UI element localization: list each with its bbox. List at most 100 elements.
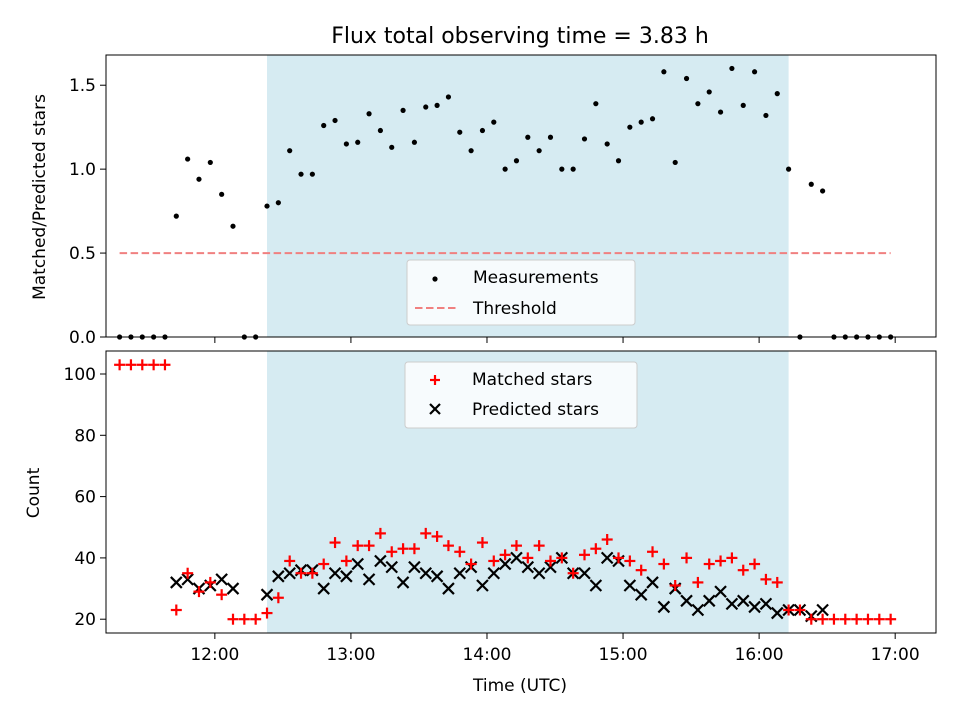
measurement-point xyxy=(593,101,599,107)
matched-star-marker xyxy=(386,546,398,558)
predicted-star-marker xyxy=(600,551,614,565)
matched-star-marker xyxy=(318,558,330,570)
matched-star-marker xyxy=(295,567,307,579)
predicted-star-marker xyxy=(736,594,750,608)
matched-star-marker xyxy=(851,613,863,625)
top-panel: 0.0 0.5 1.0 1.5 Flux total observing time =… xyxy=(30,24,937,348)
measurement-point xyxy=(457,129,463,135)
matched-star-marker xyxy=(465,558,477,570)
measurement-point xyxy=(627,124,633,130)
measurement-point xyxy=(581,136,588,142)
predicted-star-marker xyxy=(578,566,591,580)
predicted-star-marker xyxy=(476,579,489,592)
y-tick-label: 40 xyxy=(74,549,96,569)
measurement-point xyxy=(513,158,520,164)
top-y-ticks: 0.0 0.5 1.0 1.5 xyxy=(69,76,106,348)
measurement-point xyxy=(672,159,678,166)
matched-star-marker xyxy=(408,543,420,555)
measurement-point xyxy=(400,107,406,113)
matched-star-marker xyxy=(839,613,851,625)
predicted-star-marker xyxy=(362,573,376,586)
measurement-point xyxy=(604,141,610,147)
matched-star-marker xyxy=(817,613,829,625)
measurement-point xyxy=(230,223,236,229)
predicted-star-marker xyxy=(260,588,274,601)
y-tick-label: 1.5 xyxy=(69,76,96,96)
matched-star-marker xyxy=(272,592,284,604)
predicted-star-marker xyxy=(396,576,410,589)
measurement-point xyxy=(649,116,656,122)
matched-star-marker xyxy=(783,604,795,616)
matched-star-marker xyxy=(510,540,522,552)
matched-star-marker xyxy=(204,576,216,588)
matched-star-marker xyxy=(431,530,443,542)
x-tick-label: 15:00 xyxy=(599,645,648,665)
matched-star-marker xyxy=(862,613,874,625)
predicted-star-marker xyxy=(646,576,659,589)
predicted-star-marker xyxy=(748,600,761,614)
matched-star-marker xyxy=(828,613,840,625)
matched-star-marker xyxy=(737,564,749,576)
matched-star-marker xyxy=(749,558,761,570)
matched-star-marker xyxy=(885,613,897,625)
measurement-point xyxy=(820,188,826,194)
matched-star-marker xyxy=(148,359,160,371)
matched-star-marker xyxy=(238,613,250,625)
predicted-star-marker xyxy=(181,573,194,586)
legend-matched-marker xyxy=(430,375,440,385)
measurement-point xyxy=(740,102,746,108)
predicted-star-marker xyxy=(226,582,240,595)
x-axis-label: Time (UTC) xyxy=(472,676,567,696)
predicted-star-marker xyxy=(521,560,535,574)
predicted-star-marker xyxy=(317,582,330,595)
matched-star-marker xyxy=(635,564,647,576)
matched-star-marker xyxy=(624,555,636,567)
measurement-point xyxy=(547,134,554,140)
predicted-star-marker xyxy=(442,582,455,595)
legend-predicted-label: Predicted stars xyxy=(472,400,599,420)
bottom-legend: Matched stars Predicted stars xyxy=(404,361,638,429)
matched-star-marker xyxy=(329,537,341,549)
matched-star-marker xyxy=(227,613,239,625)
measurement-point xyxy=(287,148,293,154)
matched-star-marker xyxy=(261,607,273,619)
legend-matched-label: Matched stars xyxy=(472,370,592,390)
matched-star-marker xyxy=(216,589,228,601)
predicted-star-marker xyxy=(340,570,353,583)
measurement-point xyxy=(638,119,644,125)
x-tick-label: 16:00 xyxy=(735,645,784,665)
predicted-star-marker xyxy=(374,554,387,568)
predicted-star-marker xyxy=(725,597,739,611)
measurement-point xyxy=(785,166,792,172)
measurement-point xyxy=(683,75,690,82)
measurement-point xyxy=(695,101,701,107)
y-tick-label: 60 xyxy=(74,488,96,508)
measurement-point xyxy=(411,139,418,145)
measurement-point xyxy=(502,166,508,172)
top-x-ticks xyxy=(214,337,896,343)
predicted-star-marker xyxy=(283,566,296,580)
matched-star-marker xyxy=(544,555,556,567)
predicted-star-marker xyxy=(453,566,467,580)
measurement-point xyxy=(445,94,452,100)
bottom-panel: 20 40 60 80 100 12:00 13:00 14:00 15:00 16:00 17:… xyxy=(24,350,937,696)
predicted-star-marker xyxy=(816,603,829,617)
measurement-point xyxy=(717,109,724,115)
predicted-star-marker xyxy=(680,594,693,608)
measurement-point xyxy=(570,166,576,172)
matched-star-marker xyxy=(488,555,500,567)
legend-predicted-marker xyxy=(429,403,441,415)
measurement-points xyxy=(117,65,894,340)
matched-star-marker xyxy=(533,540,545,552)
matched-star-marker xyxy=(556,552,568,564)
matched-star-marker xyxy=(658,558,670,570)
measurement-point xyxy=(264,203,270,209)
measurement-point xyxy=(389,144,395,150)
measurement-point xyxy=(343,141,349,147)
predicted-star-marker xyxy=(419,566,433,580)
x-tick-label: 17:00 xyxy=(871,645,920,665)
matched-star-marker xyxy=(669,579,681,591)
matched-star-marker xyxy=(159,359,171,371)
matched-star-marker xyxy=(715,555,727,567)
measurement-point xyxy=(377,127,383,134)
